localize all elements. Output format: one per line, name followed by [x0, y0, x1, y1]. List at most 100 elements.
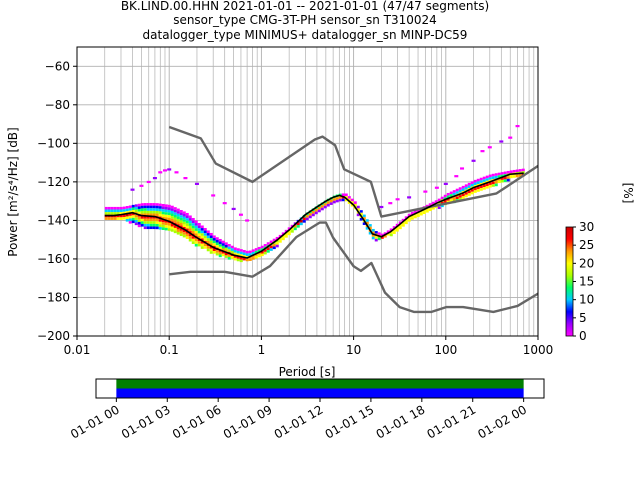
density-cell	[161, 216, 165, 220]
density-cell	[185, 215, 189, 219]
density-cell	[185, 223, 189, 226]
density-cell	[176, 231, 180, 235]
density-cell	[191, 228, 195, 231]
density-cell	[209, 243, 213, 246]
density-cell	[491, 176, 495, 179]
density-cell	[236, 250, 240, 254]
density-cell	[134, 209, 138, 213]
density-cell	[122, 214, 126, 217]
density-cell	[116, 209, 120, 213]
density-cell	[224, 252, 228, 256]
density-cell	[122, 216, 126, 220]
density-cell	[242, 255, 246, 258]
density-cell	[233, 257, 237, 261]
density-cell	[320, 205, 324, 208]
density-cell	[209, 238, 213, 241]
density-cell	[470, 183, 474, 187]
density-cell	[179, 217, 183, 221]
density-cell	[362, 217, 366, 220]
outlier-cell	[454, 175, 459, 178]
density-cell	[146, 205, 150, 209]
density-cell	[185, 220, 189, 224]
outlier-cell	[174, 171, 179, 174]
density-cell	[176, 216, 180, 219]
density-cell	[146, 216, 150, 219]
density-cell	[365, 227, 369, 230]
density-cell	[176, 211, 180, 214]
outlier-cell	[231, 207, 236, 211]
density-cell	[155, 213, 159, 217]
density-cell	[515, 169, 519, 173]
density-cell	[107, 212, 111, 215]
density-cell	[137, 221, 141, 225]
density-cell	[197, 241, 201, 244]
density-cell	[155, 223, 159, 227]
density-cell	[116, 212, 120, 215]
density-cell	[452, 190, 456, 193]
density-cell	[467, 190, 471, 194]
density-cell	[230, 256, 234, 259]
density-cell	[161, 214, 165, 217]
density-cell	[227, 257, 231, 260]
density-cell	[281, 232, 285, 235]
density-cell	[164, 219, 168, 223]
density-cell	[359, 212, 363, 216]
density-cell	[377, 237, 381, 241]
density-cell	[473, 182, 477, 186]
coverage-tick-label: 01-02 00	[475, 402, 529, 441]
density-cell	[194, 220, 198, 224]
density-cell	[152, 213, 156, 217]
density-cell	[146, 213, 150, 217]
plot-frame	[76, 46, 539, 337]
density-cell	[305, 217, 309, 221]
density-cell	[404, 218, 408, 222]
density-cell	[128, 208, 132, 211]
density-cell	[170, 226, 174, 230]
y-tick-label: −80	[45, 98, 70, 112]
density-cell	[497, 180, 501, 184]
density-cell	[173, 220, 177, 223]
x-tick-label: 10	[346, 343, 361, 357]
density-cell	[506, 176, 510, 179]
density-cell	[206, 240, 210, 244]
density-cell	[131, 215, 135, 218]
density-cell	[179, 215, 183, 218]
density-cell	[446, 192, 450, 196]
density-cell	[254, 248, 258, 251]
density-cell	[299, 219, 303, 223]
density-cell	[206, 230, 210, 234]
density-cell	[482, 176, 486, 180]
density-cell	[164, 214, 168, 218]
density-cell	[470, 189, 474, 192]
density-cell	[497, 175, 501, 178]
density-cell	[209, 248, 213, 252]
density-cell	[356, 205, 360, 209]
density-cell	[107, 206, 111, 210]
density-cell	[482, 184, 486, 188]
density-cell	[245, 258, 249, 262]
density-cell	[308, 213, 312, 216]
density-cell	[344, 198, 348, 202]
density-cell	[206, 248, 210, 252]
density-cell	[149, 208, 153, 211]
density-cell	[221, 251, 225, 254]
density-cell	[200, 241, 204, 244]
density-cell	[215, 239, 219, 243]
density-cell	[188, 228, 192, 232]
density-cell	[188, 236, 192, 239]
density-cell	[179, 230, 183, 234]
density-cell	[191, 220, 195, 224]
density-cell	[521, 168, 525, 172]
density-cell	[284, 229, 288, 233]
outlier-cell	[407, 196, 412, 199]
density-cell	[380, 233, 384, 237]
density-cell	[422, 211, 426, 215]
density-cell	[437, 206, 441, 210]
density-cell	[479, 180, 483, 183]
density-cell	[419, 212, 423, 216]
density-cell	[362, 222, 366, 225]
density-cell	[131, 207, 135, 211]
density-cell	[443, 199, 447, 203]
density-cell	[170, 218, 174, 222]
density-cell	[323, 203, 327, 206]
